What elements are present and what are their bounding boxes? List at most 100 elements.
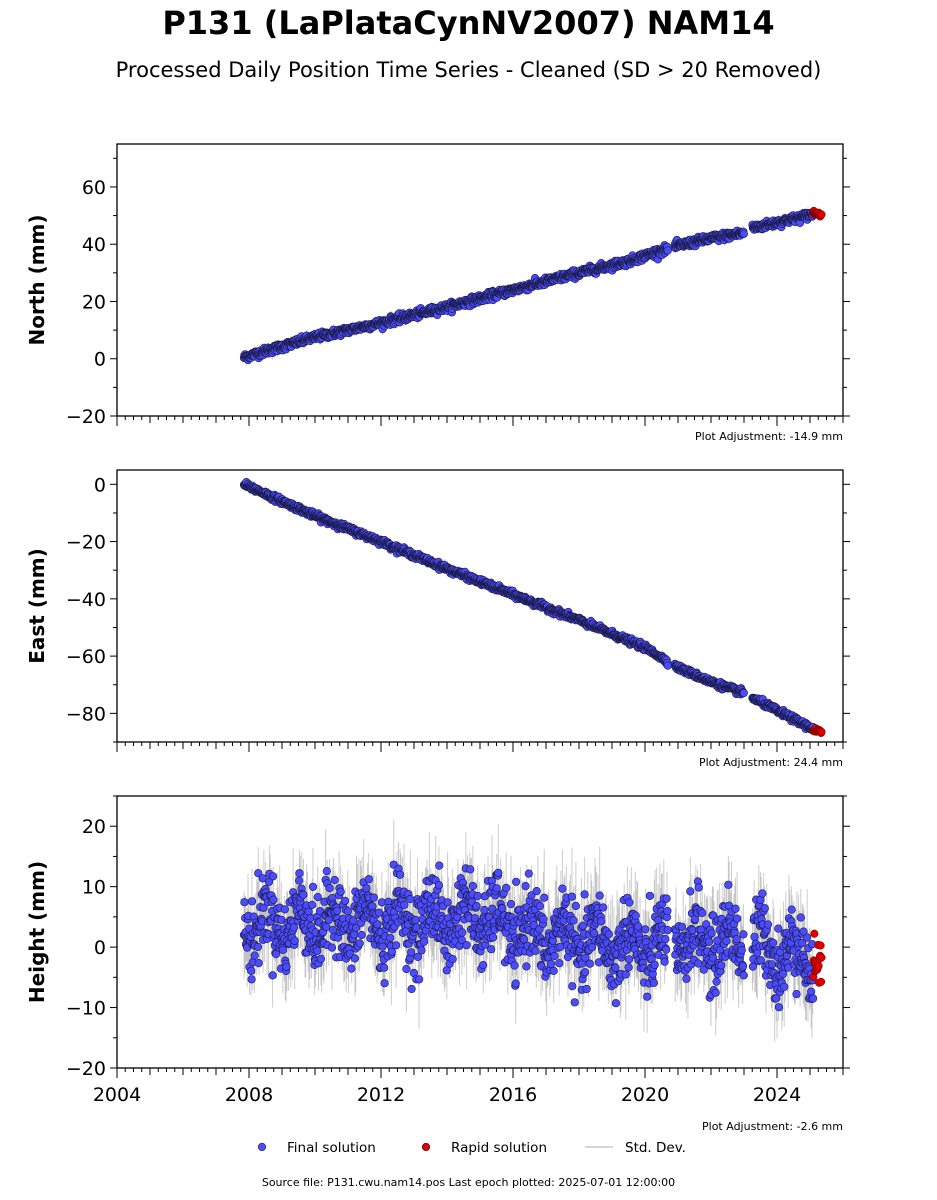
legend-label: Final solution: [287, 1140, 376, 1156]
y-tick-label: −10: [66, 998, 106, 1020]
plot-adjustment-note: Plot Adjustment: 24.4 mm: [699, 756, 843, 769]
final-point: [643, 992, 652, 1001]
final-point: [468, 881, 478, 891]
final-point: [240, 898, 249, 907]
final-point: [712, 977, 721, 986]
final-point: [264, 877, 274, 887]
final-point: [611, 963, 620, 972]
final-point: [345, 949, 354, 958]
final-point: [597, 917, 606, 926]
legend-marker: [257, 1142, 267, 1152]
final-point: [792, 989, 801, 999]
final-point: [580, 890, 589, 899]
final-point: [633, 922, 643, 931]
final-point: [322, 866, 331, 876]
y-tick-label: 60: [82, 177, 106, 199]
final-point: [487, 945, 496, 954]
final-point: [387, 947, 396, 956]
final-point: [329, 925, 338, 935]
final-point: [531, 946, 540, 955]
final-point: [462, 941, 471, 950]
east-final-points: [239, 478, 818, 734]
final-point: [295, 869, 304, 878]
y-tick-label: −80: [66, 703, 106, 725]
final-point: [722, 936, 731, 946]
y-tick-label: 40: [82, 234, 106, 256]
final-point: [803, 933, 812, 942]
final-point: [768, 938, 778, 947]
final-point: [799, 927, 808, 936]
final-point: [663, 246, 672, 255]
final-point: [750, 932, 759, 941]
final-point: [650, 960, 659, 969]
final-point: [313, 892, 322, 902]
final-point: [582, 984, 591, 994]
final-point: [400, 900, 409, 910]
final-point: [435, 861, 444, 870]
legend-item: Final solution: [257, 1140, 376, 1156]
final-point: [568, 982, 577, 991]
legend-item: Rapid solution: [421, 1140, 547, 1156]
x-tick-label: 2020: [621, 1084, 669, 1106]
final-point: [443, 898, 452, 907]
final-point: [290, 936, 299, 945]
legend-label: Std. Dev.: [625, 1140, 686, 1156]
rapid-point: [810, 929, 819, 938]
x-tick-label: 2004: [93, 1084, 141, 1106]
final-point: [796, 913, 805, 922]
final-point: [595, 891, 604, 900]
final-point: [625, 898, 634, 907]
height-final-points: [239, 860, 818, 1012]
final-point: [631, 911, 640, 920]
final-point: [717, 961, 726, 970]
final-point: [621, 970, 630, 979]
final-point: [519, 935, 529, 944]
final-point: [502, 883, 511, 893]
final-point: [330, 875, 339, 885]
final-point: [386, 933, 395, 942]
final-point: [380, 979, 389, 988]
rapid-point: [816, 941, 825, 950]
final-point: [524, 869, 533, 878]
final-point: [739, 930, 748, 939]
final-point: [415, 975, 424, 984]
final-point: [470, 914, 480, 923]
final-point: [737, 945, 746, 955]
final-point: [392, 941, 401, 950]
final-point: [698, 908, 707, 918]
final-point: [580, 968, 590, 977]
final-point: [780, 982, 789, 992]
final-point: [578, 921, 588, 930]
final-point: [806, 987, 816, 996]
height-plot-area: [239, 819, 826, 1042]
final-point: [767, 960, 777, 969]
final-point: [567, 892, 577, 901]
final-point: [364, 875, 373, 884]
y-tick-label: 10: [82, 877, 106, 899]
final-point: [282, 962, 291, 971]
north-plot-area: [239, 206, 826, 365]
final-point: [506, 899, 516, 909]
final-point: [808, 994, 818, 1003]
x-tick-label: 2016: [489, 1084, 537, 1106]
final-point: [797, 938, 807, 948]
north-axes-frame: [116, 143, 844, 417]
height-rapid-points: [809, 929, 826, 987]
final-point: [594, 958, 604, 967]
y-tick-label: 0: [94, 474, 106, 496]
final-point: [546, 959, 556, 969]
final-point: [247, 966, 256, 976]
y-tick-label: 20: [82, 816, 106, 838]
final-point: [645, 891, 655, 900]
y-tick-label: −20: [66, 406, 106, 428]
rapid-point: [817, 210, 826, 219]
final-point: [368, 902, 377, 911]
final-point: [739, 971, 748, 980]
final-point: [278, 945, 288, 954]
panel-east: −80 −60 −40 −20 0 East (mm) Plot Adjustment: 2…: [25, 469, 850, 769]
final-point: [760, 904, 769, 913]
final-point: [539, 914, 548, 924]
final-point: [380, 963, 389, 972]
plot-adjustment-note: Plot Adjustment: -14.9 mm: [695, 430, 843, 443]
final-point: [333, 906, 342, 915]
